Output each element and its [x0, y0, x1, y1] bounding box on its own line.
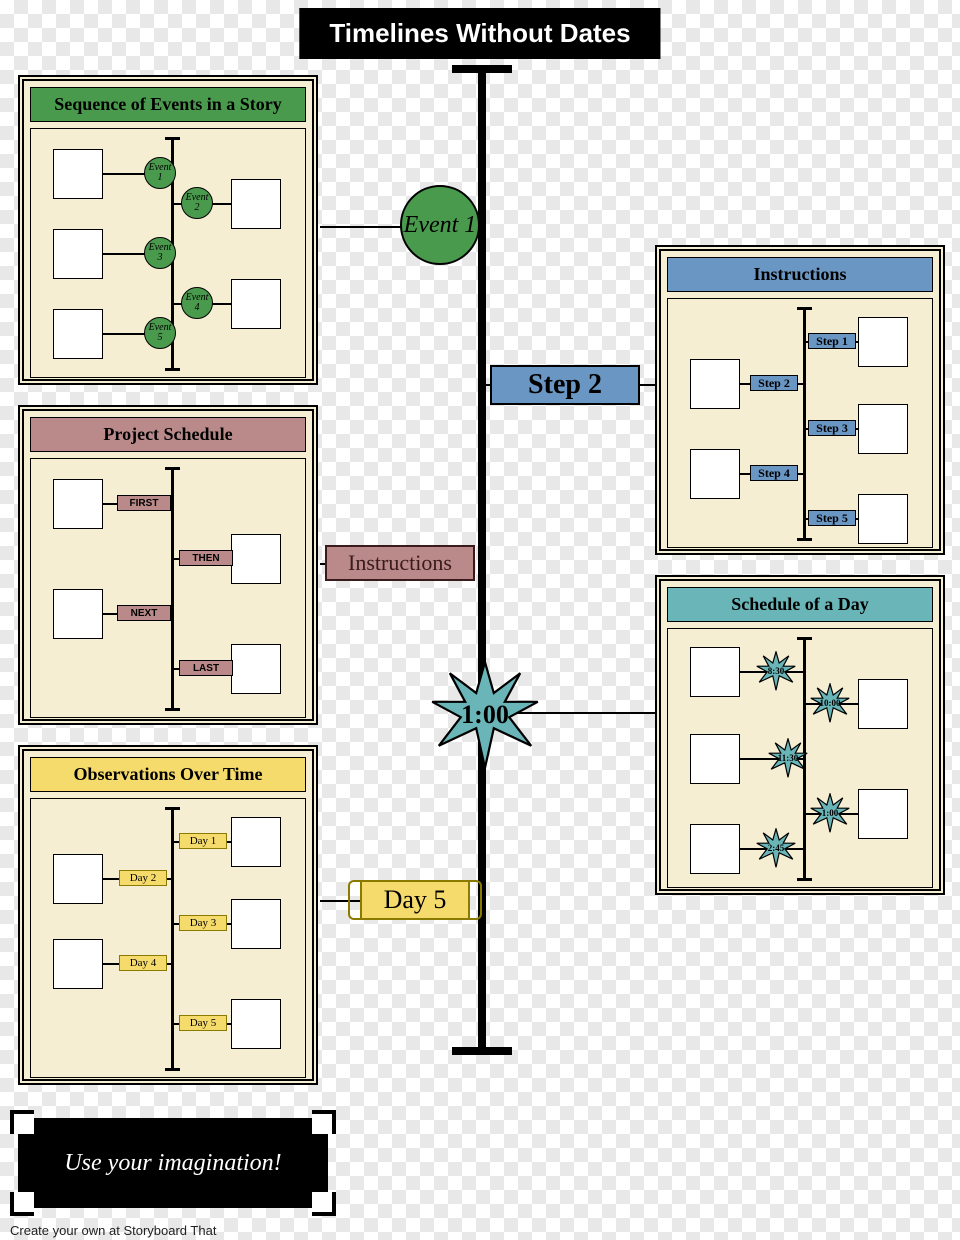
- sequence-node-4: Event 4: [181, 287, 213, 319]
- project-box-2: [231, 534, 281, 584]
- corner-decoration: [10, 1192, 34, 1216]
- sequence-box-1: [53, 149, 103, 199]
- footer-banner: Use your imagination!: [18, 1118, 328, 1208]
- instructions-box-4: [690, 449, 740, 499]
- observations-node-4: Day 4: [119, 955, 167, 971]
- panel-project: Project Schedule FIRST THEN NEXT LAST: [18, 405, 318, 725]
- panel-observations-body: Day 1 Day 2 Day 3 Day 4 Day 5: [30, 798, 306, 1078]
- instructions-node-3: Step 3: [808, 420, 856, 436]
- schedule-time-4: 1:00: [822, 808, 839, 818]
- panel-schedule: Schedule of a Day 8:30 10:00 11:30 1:00: [655, 575, 945, 895]
- sequence-box-4: [231, 279, 281, 329]
- central-instructions-marker: Instructions: [325, 545, 475, 581]
- schedule-box-2: [858, 679, 908, 729]
- sequence-node-5: Event 5: [144, 317, 176, 349]
- central-day-marker: Day 5: [360, 880, 470, 920]
- instructions-node-5: Step 5: [808, 510, 856, 526]
- schedule-node-3: 11:30: [768, 738, 808, 778]
- panel-instructions-header: Instructions: [667, 257, 933, 292]
- observations-box-2: [53, 854, 103, 904]
- corner-decoration: [312, 1110, 336, 1134]
- central-time-marker: 1:00: [430, 660, 540, 770]
- observations-box-3: [231, 899, 281, 949]
- observations-node-5: Day 5: [179, 1015, 227, 1031]
- sequence-box-3: [53, 229, 103, 279]
- observations-node-3: Day 3: [179, 915, 227, 931]
- panel-observations-header: Observations Over Time: [30, 757, 306, 792]
- instructions-node-2: Step 2: [750, 375, 798, 391]
- schedule-time-2: 10:00: [820, 698, 841, 708]
- observations-mini-timeline: [171, 807, 174, 1071]
- schedule-node-4: 1:00: [810, 793, 850, 833]
- panel-instructions: Instructions Step 1 Step 2 Step 3 Step 4…: [655, 245, 945, 555]
- central-step-marker: Step 2: [490, 365, 640, 405]
- panel-sequence-body: Event 1 Event 2 Event 3 Event 4 Event 5: [30, 128, 306, 378]
- instructions-node-4: Step 4: [750, 465, 798, 481]
- corner-decoration: [10, 1110, 34, 1134]
- panel-schedule-body: 8:30 10:00 11:30 1:00 2:45: [667, 628, 933, 888]
- instructions-node-1: Step 1: [808, 333, 856, 349]
- project-node-3: NEXT: [117, 605, 171, 621]
- observations-node-2: Day 2: [119, 870, 167, 886]
- sequence-box-5: [53, 309, 103, 359]
- schedule-time-3: 11:30: [778, 753, 799, 763]
- schedule-box-5: [690, 824, 740, 874]
- project-node-2: THEN: [179, 550, 233, 566]
- observations-box-5: [231, 999, 281, 1049]
- observations-node-1: Day 1: [179, 833, 227, 849]
- schedule-node-5: 2:45: [756, 828, 796, 868]
- schedule-box-3: [690, 734, 740, 784]
- project-box-3: [53, 589, 103, 639]
- instructions-box-1: [858, 317, 908, 367]
- schedule-box-4: [858, 789, 908, 839]
- central-time-label: 1:00: [461, 700, 509, 730]
- sequence-node-2: Event 2: [181, 187, 213, 219]
- project-box-1: [53, 479, 103, 529]
- corner-decoration: [312, 1192, 336, 1216]
- connector-sequence: [320, 226, 410, 228]
- instructions-box-3: [858, 404, 908, 454]
- project-node-1: FIRST: [117, 495, 171, 511]
- schedule-node-1: 8:30: [756, 651, 796, 691]
- sequence-node-3: Event 3: [144, 237, 176, 269]
- sequence-box-2: [231, 179, 281, 229]
- instructions-box-2: [690, 359, 740, 409]
- panel-sequence: Sequence of Events in a Story Event 1 Ev…: [18, 75, 318, 385]
- panel-project-header: Project Schedule: [30, 417, 306, 452]
- panel-observations: Observations Over Time Day 1 Day 2 Day 3…: [18, 745, 318, 1085]
- panel-project-body: FIRST THEN NEXT LAST: [30, 458, 306, 718]
- instructions-box-5: [858, 494, 908, 544]
- page-title: Timelines Without Dates: [299, 8, 660, 59]
- schedule-time-1: 8:30: [768, 666, 785, 676]
- project-box-4: [231, 644, 281, 694]
- observations-box-1: [231, 817, 281, 867]
- credit-text: Create your own at Storyboard That: [10, 1223, 216, 1238]
- panel-sequence-header: Sequence of Events in a Story: [30, 87, 306, 122]
- observations-box-4: [53, 939, 103, 989]
- central-event-marker: Event 1: [400, 185, 480, 265]
- footer-text: Use your imagination!: [64, 1149, 281, 1178]
- schedule-time-5: 2:45: [768, 843, 785, 853]
- project-node-4: LAST: [179, 660, 233, 676]
- project-mini-timeline: [171, 467, 174, 711]
- schedule-node-2: 10:00: [810, 683, 850, 723]
- panel-schedule-header: Schedule of a Day: [667, 587, 933, 622]
- sequence-node-1: Event 1: [144, 157, 176, 189]
- schedule-box-1: [690, 647, 740, 697]
- panel-instructions-body: Step 1 Step 2 Step 3 Step 4 Step 5: [667, 298, 933, 548]
